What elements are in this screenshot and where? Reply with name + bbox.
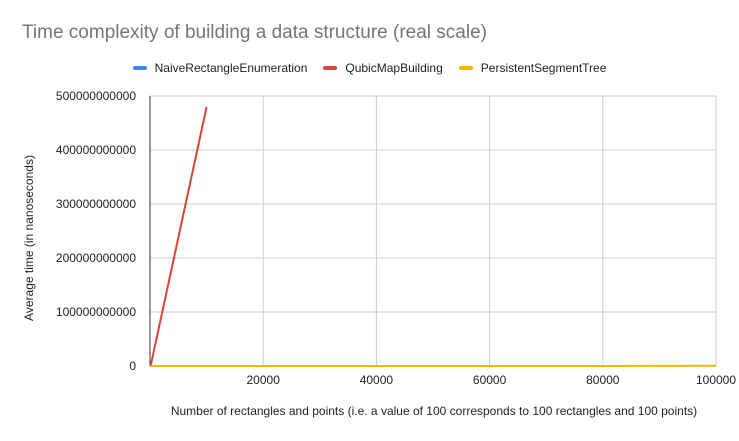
x-tick-label-0: 20000	[247, 373, 281, 387]
tick-labels: 0 100000000000 200000000000 300000000000 400…	[56, 89, 736, 387]
legend-label-persistent: PersistentSegmentTree	[480, 61, 607, 75]
y-axis-title: Average time (in nanoseconds)	[22, 155, 36, 321]
series-lines	[149, 106, 717, 367]
x-tick-label-4: 100000	[696, 373, 736, 387]
x-tick-label-3: 80000	[586, 373, 620, 387]
chart-title: Time complexity of building a data struc…	[22, 22, 487, 43]
series-line-qubicmapbuilding	[149, 106, 208, 367]
legend-label-naive: NaiveRectangleEnumeration	[154, 61, 308, 75]
y-tick-label-0: 0	[129, 359, 136, 373]
legend-swatch-naive	[132, 66, 147, 70]
legend-item-qubic[interactable]: QubicMapBuilding	[323, 61, 443, 75]
y-tick-label-4: 400000000000	[56, 143, 136, 157]
gridlines	[149, 95, 717, 367]
legend-label-qubic: QubicMapBuilding	[345, 61, 443, 75]
y-tick-label-3: 300000000000	[56, 197, 136, 211]
legend-swatch-persistent	[458, 66, 473, 70]
x-tick-label-1: 40000	[360, 373, 394, 387]
x-axis-title: Number of rectangles and points (i.e. a …	[171, 404, 697, 418]
legend-swatch-qubic	[323, 66, 338, 70]
x-tick-label-2: 60000	[473, 373, 507, 387]
legend-item-naive[interactable]: NaiveRectangleEnumeration	[132, 61, 308, 75]
legend-item-persistent[interactable]: PersistentSegmentTree	[458, 61, 607, 75]
y-tick-label-2: 200000000000	[56, 251, 136, 265]
legend: NaiveRectangleEnumeration QubicMapBuildi…	[0, 61, 739, 75]
y-tick-label-1: 100000000000	[56, 305, 136, 319]
y-tick-label-5: 500000000000	[56, 89, 136, 103]
